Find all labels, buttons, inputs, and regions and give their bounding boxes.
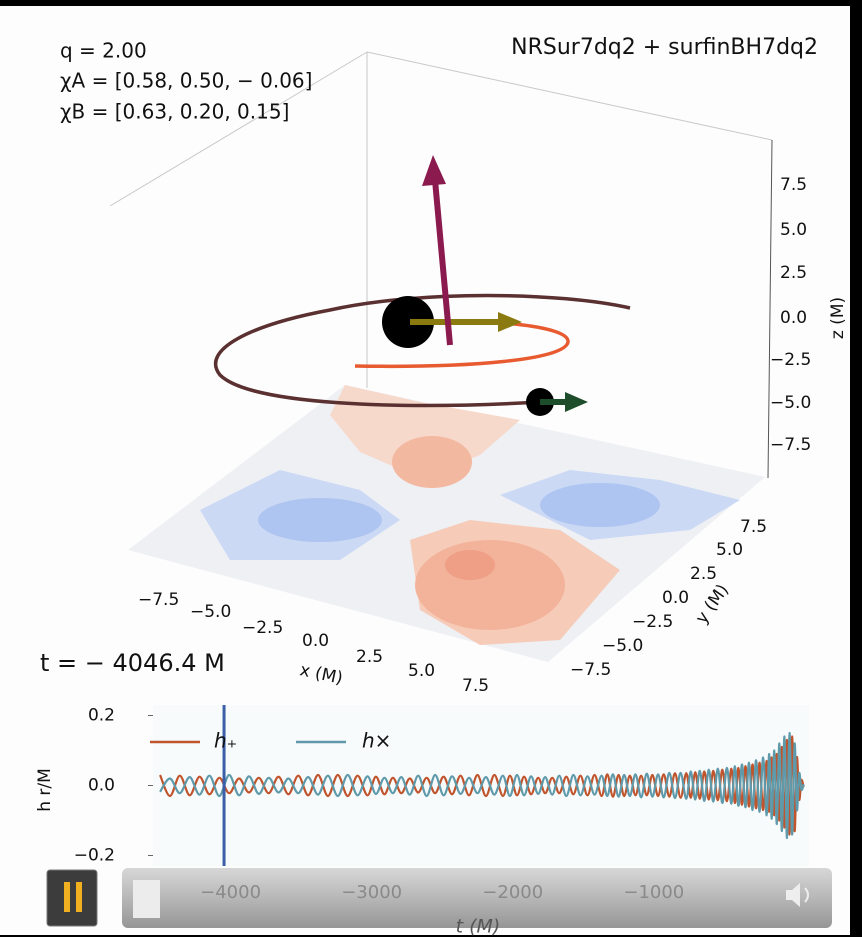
progress-fill bbox=[133, 880, 160, 918]
annotation: χB = [0.63, 0.20, 0.15] bbox=[60, 100, 289, 124]
pause-icon bbox=[76, 882, 82, 912]
y-tick-label: −0.2 bbox=[74, 846, 115, 866]
x-tick-label: 0.0 bbox=[302, 631, 329, 651]
x-axis-label: t (M) bbox=[456, 916, 501, 937]
legend-entry: h₊ bbox=[214, 729, 237, 753]
x-tick-label: −2000 bbox=[482, 882, 543, 903]
z-tick-label: −7.5 bbox=[770, 435, 811, 455]
y-tick-label: −7.5 bbox=[570, 660, 611, 680]
pause-icon bbox=[64, 882, 70, 912]
time-label: t = − 4046.4 M bbox=[40, 649, 225, 677]
x-tick-label: −4000 bbox=[200, 882, 261, 903]
y-tick-label: 5.0 bbox=[716, 540, 743, 560]
z-tick-label: −5.0 bbox=[770, 393, 811, 413]
x-tick-label: 5.0 bbox=[408, 661, 435, 681]
pause-button[interactable] bbox=[47, 870, 97, 926]
z-tick-label: 2.5 bbox=[780, 263, 807, 283]
y-tick-label: 7.5 bbox=[740, 517, 767, 537]
y-tick-label: −5.0 bbox=[602, 636, 643, 656]
y-tick-label: 2.5 bbox=[690, 564, 717, 584]
y-tick-label: 0.2 bbox=[88, 706, 115, 726]
z-tick-label: 0.0 bbox=[780, 308, 807, 328]
x-tick-label: −5.0 bbox=[190, 602, 231, 622]
y-tick-label: −2.5 bbox=[632, 612, 673, 632]
x-tick-label: −1000 bbox=[623, 882, 684, 903]
video-frame: NRSur7dq2 + surfinBH7dq2 q = 2.00 χA = [… bbox=[0, 0, 862, 937]
page: NRSur7dq2 + surfinBH7dq2 q = 2.00 χA = [… bbox=[0, 0, 862, 937]
plot-title: NRSur7dq2 + surfinBH7dq2 bbox=[511, 35, 818, 60]
y-tick-label: 0.0 bbox=[88, 776, 115, 796]
z-axis-label: z (M) bbox=[828, 297, 848, 339]
x-tick-label: 2.5 bbox=[356, 647, 383, 667]
x-tick-label: −7.5 bbox=[138, 590, 179, 610]
legend-entry: h× bbox=[362, 729, 391, 753]
y-axis-label: h r/M bbox=[35, 768, 55, 812]
annotation: q = 2.00 bbox=[60, 39, 147, 63]
z-tick-label: −2.5 bbox=[770, 350, 811, 370]
z-tick-label: 5.0 bbox=[780, 220, 807, 240]
annotation: χA = [0.58, 0.50, − 0.06] bbox=[60, 69, 312, 93]
x-tick-label: −2.5 bbox=[242, 618, 283, 638]
y-tick-label: 0.0 bbox=[662, 588, 689, 608]
x-tick-label: 7.5 bbox=[462, 676, 489, 696]
z-tick-label: 7.5 bbox=[780, 175, 807, 195]
x-tick-label: −3000 bbox=[341, 882, 402, 903]
